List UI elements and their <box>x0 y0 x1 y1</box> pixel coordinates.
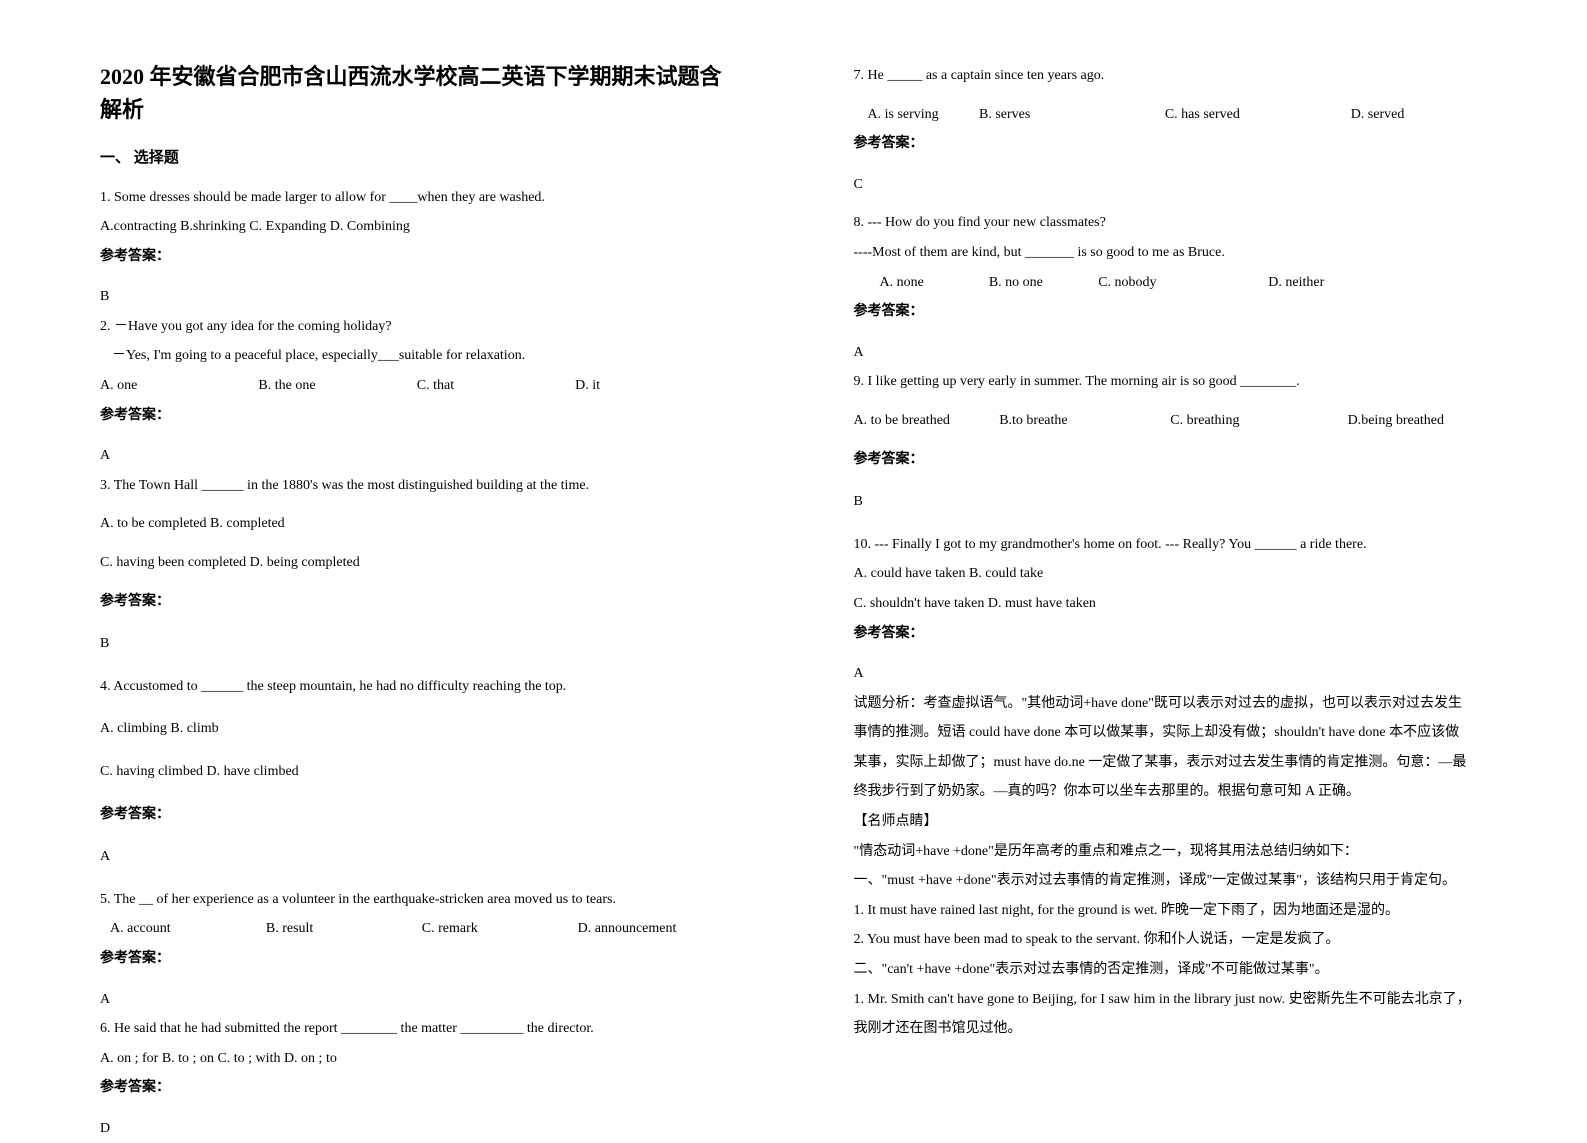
q5-stem: 5. The __ of her experience as a volunte… <box>100 887 734 914</box>
q4-opts1: A. climbing B. climb <box>100 716 734 743</box>
q2-answer: A <box>100 443 734 470</box>
q10-answer-label: 参考答案： <box>854 621 1488 648</box>
q3-opts1: A. to be completed B. completed <box>100 511 734 538</box>
q2-answer-label: 参考答案： <box>100 403 734 430</box>
q2-opt-c: C. that <box>417 373 575 400</box>
q4-answer: A <box>100 844 734 871</box>
q6-stem: 6. He said that he had submitted the rep… <box>100 1016 734 1043</box>
q8-answer: A <box>854 340 1488 367</box>
q10-stem: 10. --- Finally I got to my grandmother'… <box>854 532 1488 559</box>
q2-stem2: －Yes, I'm going to a peaceful place, esp… <box>100 343 734 370</box>
q5-opt-d: D. announcement <box>578 916 734 943</box>
q8-opts: A. none B. no one C. nobody D. neither <box>854 270 1488 297</box>
q6-answer: D <box>100 1116 734 1143</box>
q10-opts2: C. shouldn't have taken D. must have tak… <box>854 591 1488 618</box>
q7-answer: C <box>854 172 1488 199</box>
doc-title: 2020 年安徽省合肥市含山西流水学校高二英语下学期期末试题含解析 <box>100 60 734 126</box>
q10-note-3: 1. It must have rained last night, for t… <box>854 898 1488 925</box>
q7-opt-c: C. has served <box>1165 102 1351 129</box>
q9-stem: 9. I like getting up very early in summe… <box>854 369 1488 396</box>
q7-opts: A. is serving B. serves C. has served D.… <box>854 102 1488 129</box>
q2-opt-d: D. it <box>575 373 733 400</box>
q8-stem2: ----Most of them are kind, but _______ i… <box>854 240 1488 267</box>
teacher-note-head: 【名师点睛】 <box>854 809 1488 836</box>
q8-opt-b: B. no one <box>989 270 1098 297</box>
q7-answer-label: 参考答案： <box>854 131 1488 158</box>
q9-opt-d: D.being breathed <box>1348 408 1487 435</box>
q1-stem: 1. Some dresses should be made larger to… <box>100 185 734 212</box>
q5-opt-b: B. result <box>266 916 422 943</box>
q8-stem1: 8. --- How do you find your new classmat… <box>854 210 1488 237</box>
q2-opt-a: A. one <box>100 373 258 400</box>
q10-expl-4: 终我步行到了奶奶家。—真的吗？你本可以坐车去那里的。根据句意可知 A 正确。 <box>854 779 1488 806</box>
q1-answer: B <box>100 284 734 311</box>
section-1-head: 一、 选择题 <box>100 144 734 173</box>
q1-answer-label: 参考答案： <box>100 244 734 271</box>
q10-expl-2: 事情的推测。短语 could have done 本可以做某事，实际上却没有做；… <box>854 720 1488 747</box>
q10-note-1: "情态动词+have +done"是历年高考的重点和难点之一，现将其用法总结归纳… <box>854 839 1488 866</box>
q9-answer-label: 参考答案： <box>854 447 1488 474</box>
q5-opts: A. account B. result C. remark D. announ… <box>100 916 734 943</box>
q4-opts2: C. having climbed D. have climbed <box>100 759 734 786</box>
q2-stem1: 2. －Have you got any idea for the coming… <box>100 314 734 341</box>
q5-opt-a: A. account <box>110 916 266 943</box>
q9-opt-c: C. breathing <box>1170 408 1347 435</box>
q10-note-5: 二、"can't +have +done"表示对过去事情的否定推测，译成"不可能… <box>854 957 1488 984</box>
q10-opts1: A. could have taken B. could take <box>854 561 1488 588</box>
q7-stem: 7. He _____ as a captain since ten years… <box>854 63 1488 90</box>
q8-opt-d: D. neither <box>1268 270 1402 297</box>
q9-opts: A. to be breathed B.to breathe C. breath… <box>854 408 1488 435</box>
q7-opt-d: D. served <box>1351 102 1487 129</box>
q10-note-6: 1. Mr. Smith can't have gone to Beijing,… <box>854 987 1488 1014</box>
q5-answer-label: 参考答案： <box>100 946 734 973</box>
q8-answer-label: 参考答案： <box>854 299 1488 326</box>
q2-opt-b: B. the one <box>258 373 416 400</box>
q8-opt-a: A. none <box>880 270 989 297</box>
q5-answer: A <box>100 987 734 1014</box>
q10-expl-3: 某事，实际上却做了；must have do.ne 一定做了某事，表示对过去发生… <box>854 750 1488 777</box>
q6-opts: A. on ; for B. to ; on C. to ; with D. o… <box>100 1046 734 1073</box>
q9-opt-a: A. to be breathed <box>854 408 1000 435</box>
q1-opts: A.contracting B.shrinking C. Expanding D… <box>100 214 734 241</box>
q2-opts: A. one B. the one C. that D. it <box>100 373 734 400</box>
q9-opt-b: B.to breathe <box>999 408 1170 435</box>
q4-answer-label: 参考答案： <box>100 802 734 829</box>
q3-stem: 3. The Town Hall ______ in the 1880's wa… <box>100 473 734 500</box>
q8-opt-c: C. nobody <box>1098 270 1268 297</box>
q10-note-2: 一、"must +have +done"表示对过去事情的肯定推测，译成"一定做过… <box>854 868 1488 895</box>
q7-opt-b: B. serves <box>979 102 1165 129</box>
q10-expl-1: 试题分析：考查虚拟语气。"其他动词+have done"既可以表示对过去的虚拟，… <box>854 691 1488 718</box>
q10-note-7: 我刚才还在图书馆见过他。 <box>854 1016 1488 1043</box>
q3-opts2: C. having been completed D. being comple… <box>100 550 734 577</box>
q6-answer-label: 参考答案： <box>100 1075 734 1102</box>
q9-answer: B <box>854 489 1488 516</box>
q10-note-4: 2. You must have been mad to speak to th… <box>854 927 1488 954</box>
q10-answer: A <box>854 661 1488 688</box>
q7-opt-a: A. is serving <box>868 102 980 129</box>
q5-opt-c: C. remark <box>422 916 578 943</box>
q3-answer: B <box>100 631 734 658</box>
q3-answer-label: 参考答案： <box>100 589 734 616</box>
q4-stem: 4. Accustomed to ______ the steep mounta… <box>100 674 734 701</box>
